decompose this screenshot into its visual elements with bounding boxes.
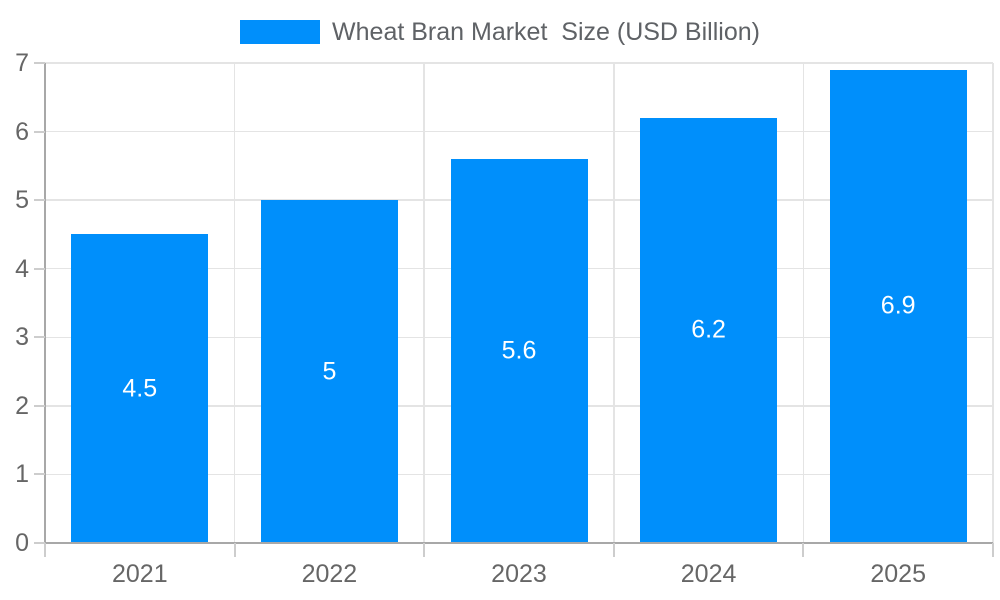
x-axis-label: 2022 [301,560,358,588]
bar-value-label: 6.2 [691,315,726,344]
x-tick-mark [423,543,426,557]
x-tick-mark [802,543,805,557]
bar: 5.6 [450,159,588,543]
bar-value-label: 5 [322,357,337,386]
gridline-vertical [613,63,615,543]
gridline-vertical [423,63,425,543]
y-axis-label: 1 [15,460,29,489]
bar: 6.2 [640,117,778,543]
y-axis-label: 3 [15,323,29,352]
gridline-horizontal [45,62,993,64]
gridline-vertical [233,63,236,543]
gridline-horizontal [45,130,993,133]
gridline-vertical [802,63,805,543]
bar: 5 [260,200,398,543]
chart-title: Wheat Bran Market Size (USD Billion) [332,17,760,46]
y-axis-line [44,63,46,543]
y-axis-label: 5 [15,186,29,215]
y-tick-mark [34,473,45,476]
bar-value-label: 6.9 [880,291,916,320]
x-tick-mark [992,543,994,557]
x-axis-line [45,542,993,544]
legend: Wheat Bran Market Size (USD Billion) [0,16,1000,48]
y-tick-mark [34,542,45,544]
bar: 4.5 [71,234,209,543]
x-axis-label: 2023 [491,560,547,588]
y-axis-label: 4 [15,254,29,283]
legend-swatch [240,20,321,44]
y-tick-mark [34,267,45,270]
x-tick-mark [44,543,46,557]
y-tick-mark [34,404,45,407]
x-axis-label: 2025 [870,560,926,588]
x-tick-mark [612,543,615,557]
y-axis-label: 2 [15,391,29,420]
plot-area: 4.5 5 5.6 6.2 6.9 [44,62,994,544]
bar: 6.9 [829,69,967,543]
bar-value-label: 4.5 [122,374,158,403]
x-axis-label: 2024 [680,560,737,588]
y-tick-mark [34,130,45,133]
y-axis-label: 6 [15,117,29,146]
y-axis-label: 0 [15,529,29,557]
bar-value-label: 5.6 [501,336,537,365]
y-tick-mark [34,62,45,64]
y-tick-mark [34,336,45,339]
gridline-vertical [992,63,994,543]
x-tick-mark [233,543,236,557]
y-axis-label: 7 [15,49,29,77]
x-axis-label: 2021 [111,560,168,588]
y-tick-mark [34,199,45,202]
